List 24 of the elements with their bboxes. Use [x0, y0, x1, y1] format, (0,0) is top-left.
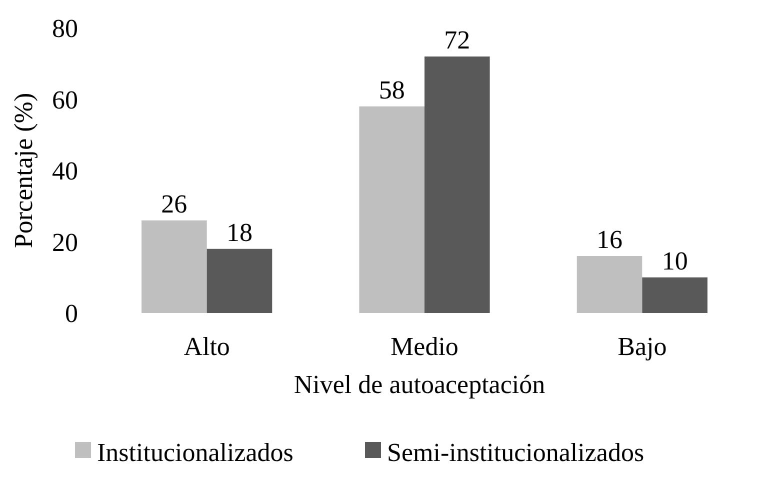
- legend-label: Institucionalizados: [97, 438, 294, 468]
- data-label: 58: [378, 75, 405, 104]
- legend-label: Semi-institucionalizados: [387, 438, 644, 468]
- y-tick-label: 60: [52, 85, 78, 114]
- x-tick-label: Medio: [390, 332, 458, 361]
- data-label: 18: [226, 218, 252, 247]
- x-tick-label: Alto: [184, 332, 230, 361]
- bar: [424, 56, 490, 313]
- bar: [576, 256, 642, 313]
- x-axis-title: Nivel de autoaceptación: [294, 370, 546, 399]
- y-tick-label: 20: [52, 228, 78, 257]
- y-tick-label: 80: [52, 14, 78, 44]
- y-tick-label: 0: [65, 299, 78, 328]
- bar: [206, 248, 272, 313]
- data-label: 10: [662, 246, 688, 276]
- bar: [642, 277, 708, 313]
- data-label: 26: [161, 189, 188, 218]
- bar: [359, 106, 424, 313]
- y-axis-title: Porcentaje (%): [9, 92, 38, 248]
- y-tick-label: 40: [52, 156, 78, 186]
- data-label: 72: [444, 26, 470, 54]
- bar: [142, 220, 207, 313]
- x-tick-label: Bajo: [618, 332, 667, 361]
- data-label: 16: [596, 225, 623, 254]
